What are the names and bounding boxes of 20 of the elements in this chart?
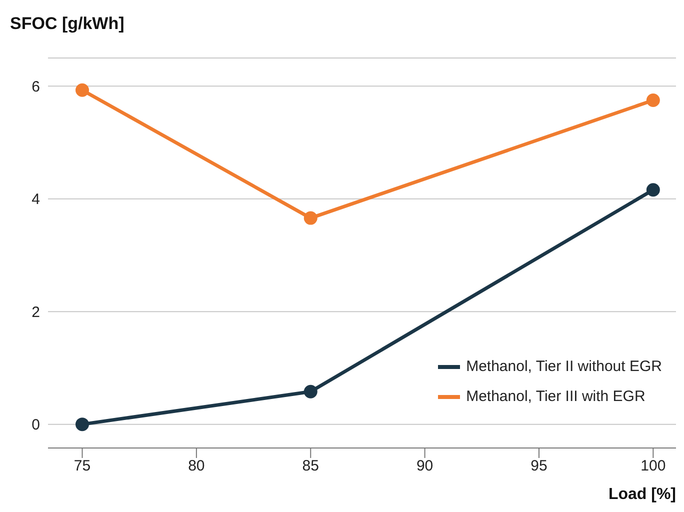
point xyxy=(76,83,90,97)
point xyxy=(304,384,318,398)
y-tick-label: 4 xyxy=(32,191,40,208)
y-axis-title: SFOC [g/kWh] xyxy=(10,14,124,34)
x-tick-label: 85 xyxy=(302,458,319,475)
x-axis-title: Load [%] xyxy=(608,486,676,504)
x-tick-label: 75 xyxy=(74,458,91,475)
y-tick-label: 0 xyxy=(32,416,40,434)
x-tick-label: 100 xyxy=(640,458,666,475)
x-tick-label: 80 xyxy=(188,458,205,475)
point xyxy=(76,418,90,432)
point xyxy=(646,94,660,108)
y-tick-label: 2 xyxy=(32,304,40,321)
x-tick-label: 95 xyxy=(530,458,548,475)
x-tick-label: 90 xyxy=(416,458,434,475)
y-tick-label: 6 xyxy=(32,78,40,96)
point xyxy=(646,183,660,197)
legend-label: Methanol, Tier II without EGR xyxy=(466,357,662,377)
legend-label: Methanol, Tier III with EGR xyxy=(466,387,646,407)
point xyxy=(304,211,318,225)
